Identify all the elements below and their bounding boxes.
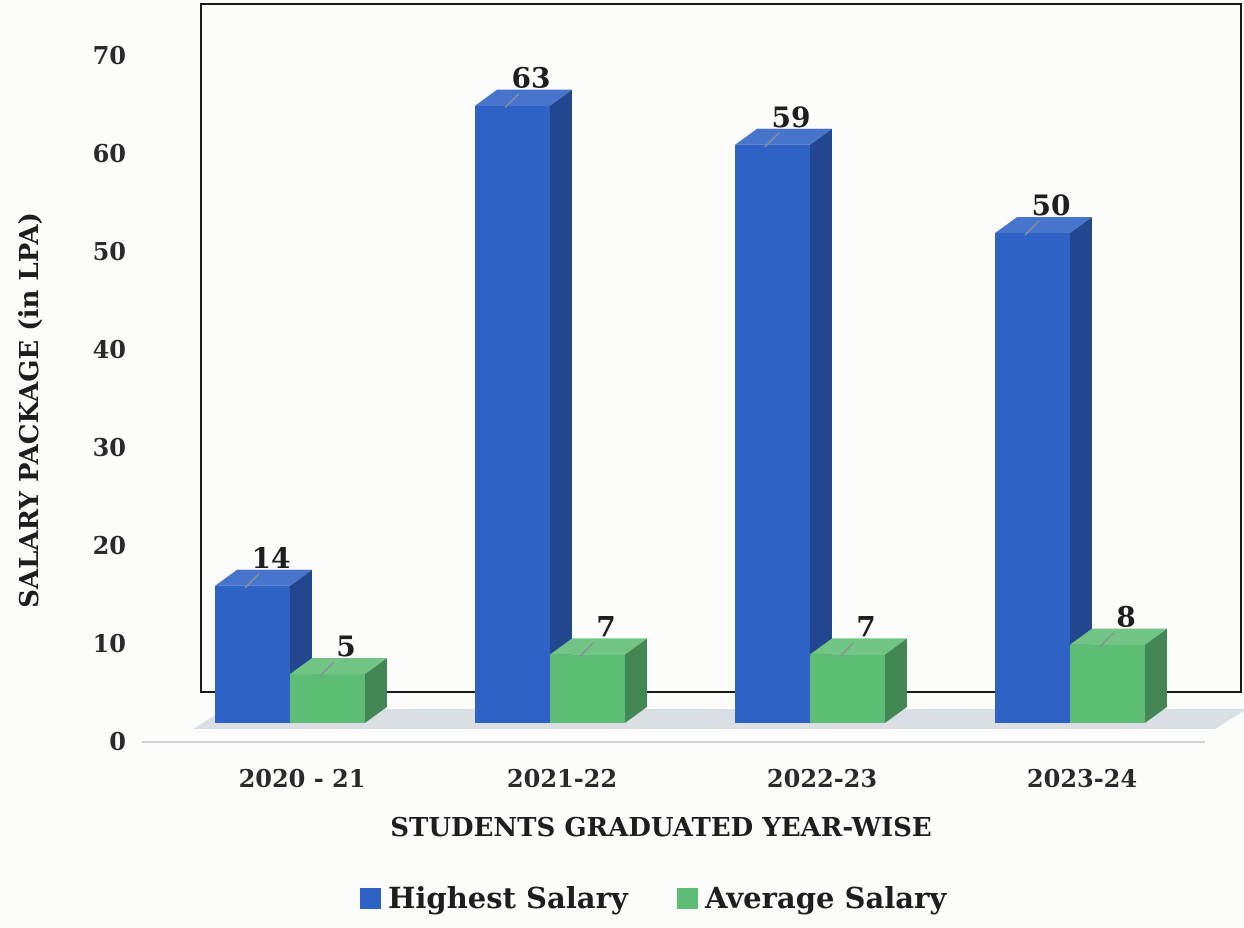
bar [810,638,907,723]
bar-front [550,654,625,723]
y-tick-label: 10 [93,629,126,658]
chart-floor [193,709,1244,729]
legend-label: Average Salary [704,881,947,915]
data-label-leader [504,93,520,109]
bar-top [290,658,387,674]
y-tick-label: 40 [93,335,126,364]
bar-side [1145,628,1167,723]
bar [1070,628,1167,723]
bar [475,89,572,724]
bar-top [475,89,572,106]
bar-front [810,654,885,723]
data-label: 14 [252,542,291,575]
data-label-leader [319,661,335,677]
data-label-leader [1024,220,1040,236]
data-label: 59 [772,101,811,134]
bar-side [625,638,647,723]
bar-side [550,89,572,724]
bar-top [215,569,312,586]
bar-front [215,585,290,723]
data-label: 8 [1116,601,1135,634]
bar-top [995,217,1092,233]
y-axis-title: SALARY PACKAGE (in LPA) [15,212,45,608]
data-label: 7 [596,610,615,643]
data-label-leader [244,573,260,589]
data-label-leader [1099,632,1115,648]
data-label: 63 [512,62,551,95]
data-label-leader [764,132,780,148]
bar-front [290,674,365,723]
y-tick-label: 30 [93,433,126,462]
y-tick-label: 60 [93,139,126,168]
x-tick-label: 2023-24 [1027,764,1137,793]
bar [550,638,647,723]
bar-top [810,638,907,655]
data-label: 5 [336,630,355,663]
bar-front [735,144,810,724]
bar-front [995,233,1070,723]
bar-side [365,658,387,723]
bar [290,658,387,723]
x-tick-label: 2020 - 21 [239,764,366,793]
bar-top [735,128,832,145]
bar-top [550,638,647,655]
legend-swatch [677,888,698,909]
bar-side [1070,217,1092,723]
data-label-leader [579,641,595,657]
data-label-leader [839,641,855,657]
legend-label: Highest Salary [388,881,629,915]
bar-front [1070,644,1145,723]
bar-side [885,638,907,723]
bar-top [1070,628,1167,645]
x-axis-title: STUDENTS GRADUATED YEAR-WISE [390,813,932,843]
x-tick-label: 2021-22 [507,764,617,793]
bar [735,128,832,724]
plot-frame [200,3,1242,693]
y-tick-label: 20 [93,531,126,560]
bar [995,217,1092,723]
bar-side [810,128,832,724]
y-tick-label: 70 [93,41,126,70]
data-label: 50 [1032,189,1071,222]
legend: Highest Salary Average Salary [360,881,947,915]
x-tick-label: 2022-23 [767,764,877,793]
y-tick-label: 50 [93,237,126,266]
bar-front [475,105,550,724]
legend-swatch [360,888,381,909]
data-label: 7 [856,610,875,643]
y-tick-label: 0 [109,727,126,756]
